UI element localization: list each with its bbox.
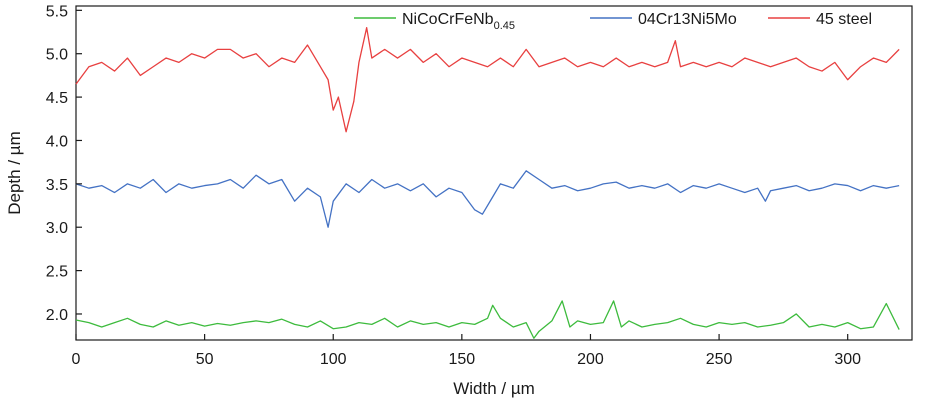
series-layer xyxy=(75,27,900,339)
legend-entry-name: 45 steel xyxy=(816,11,872,28)
x-axis: 0 50 100 150 200 250 300 xyxy=(72,334,861,368)
y-tick-label: 3.5 xyxy=(46,177,68,194)
x-tick-label: 0 xyxy=(72,351,81,368)
y-tick-label: 3.0 xyxy=(46,220,68,237)
plot-frame xyxy=(75,5,913,341)
x-axis-title: Width / µm xyxy=(453,379,535,398)
x-tick-label: 250 xyxy=(706,351,733,368)
y-tick-label: 2.5 xyxy=(46,264,68,281)
series-line-0 xyxy=(75,300,900,339)
x-tick-label: 50 xyxy=(196,351,214,368)
y-axis-title: Depth / µm xyxy=(5,131,24,215)
legend-entry: NiCoCrFeNb0.45 xyxy=(402,11,515,32)
legend-entry-name: NiCoCrFeNb xyxy=(402,11,494,28)
y-tick-label: 5.5 xyxy=(46,3,68,20)
y-axis: 2.0 2.5 3.0 3.5 4.0 4.5 5.0 5.5 xyxy=(46,3,82,324)
y-tick-label: 4.0 xyxy=(46,133,68,150)
legend-entry-subscript: 0.45 xyxy=(494,20,515,32)
legend-entry: 04Cr13Ni5Mo xyxy=(638,11,737,28)
y-tick-label: 2.0 xyxy=(46,307,68,324)
legend: NiCoCrFeNb0.45 04Cr13Ni5Mo 45 steel xyxy=(354,11,872,32)
x-tick-label: 300 xyxy=(834,351,861,368)
y-tick-label: 5.0 xyxy=(46,47,68,64)
legend-entry-name: 04Cr13Ni5Mo xyxy=(638,11,737,28)
x-tick-label: 200 xyxy=(577,351,604,368)
y-tick-label: 4.5 xyxy=(46,90,68,107)
x-tick-label: 100 xyxy=(320,351,347,368)
series-line-1 xyxy=(75,170,900,228)
plot-area xyxy=(75,5,913,341)
x-tick-label: 150 xyxy=(448,351,475,368)
series-line-2 xyxy=(75,27,900,133)
legend-entry: 45 steel xyxy=(816,11,872,28)
